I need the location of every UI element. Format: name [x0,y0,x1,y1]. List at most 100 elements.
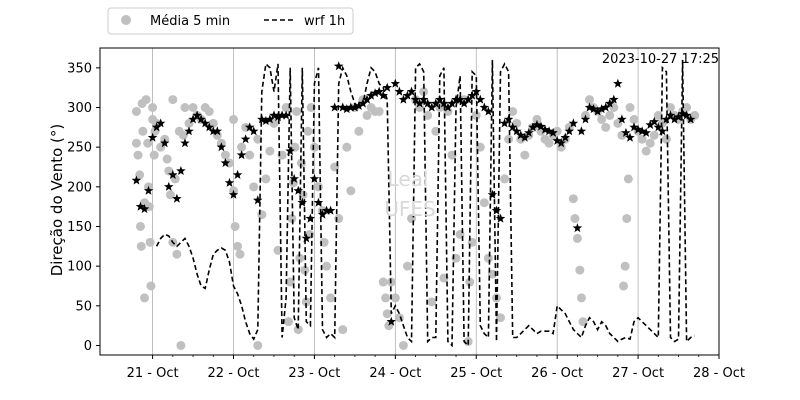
timestamp-label: 2023-10-27 17:25 [602,52,719,67]
star-marker-hourly [467,90,477,100]
scatter-point-media-5min [220,150,230,160]
star-marker-hourly [491,205,502,215]
star-marker-hourly [390,78,401,88]
star-marker-hourly [475,94,486,104]
star-marker-hourly [244,122,255,132]
star-marker-hourly [483,106,494,116]
scatter-point-media-5min [374,106,384,116]
legend-label-wrf: wrf 1h [304,14,345,29]
star-marker-hourly [455,94,465,104]
star-marker-hourly [160,138,170,148]
scatter-point-media-5min [625,102,635,112]
star-marker-hourly [394,86,405,96]
star-marker-hourly [366,90,376,100]
scatter-point-media-5min [354,126,364,136]
star-marker-hourly [649,116,659,126]
star-marker-hourly [192,110,202,120]
star-marker-hourly [378,90,388,100]
star-marker-hourly [362,94,372,104]
scatter-point-media-5min [146,281,156,291]
scatter-point-media-5min [402,261,412,271]
x-tick-label: 24 - Oct [369,366,421,381]
series-line-wrf-1h [155,59,695,348]
scatter-point-media-5min [620,261,630,271]
scatter-point-media-5min [512,118,522,128]
scatter-point-media-5min [235,249,245,259]
star-marker-hourly [180,138,190,148]
star-marker-hourly [374,86,384,96]
scatter-point-media-5min [570,214,580,224]
star-marker-hourly [495,213,506,223]
y-tick-label: 200 [67,180,92,195]
star-marker-hourly [285,146,295,156]
scatter-point-media-5min [362,110,372,120]
scatter-point-media-5min [641,146,651,156]
star-marker-hourly [346,102,356,112]
star-marker-hourly [176,166,186,175]
star-marker-hourly [633,124,643,134]
star-marker-hourly [208,126,218,136]
scatter-point-media-5min [500,174,510,184]
star-marker-hourly [544,126,554,136]
scatter-point-media-5min [281,102,291,112]
scatter-point-media-5min [253,340,263,350]
star-marker-hourly [398,94,409,104]
x-tick-label: 21 - Oct [127,366,179,381]
scatter-point-media-5min [136,241,146,251]
x-tick-label: 27 - Oct [612,366,664,381]
scatter-point-media-5min [496,313,506,323]
watermark-line-2: UFES [384,197,435,221]
scatter-point-media-5min [619,281,629,291]
scatter-point-media-5min [295,253,305,263]
scatter-point-media-5min [465,277,475,287]
scatter-point-media-5min [326,293,336,303]
scatter-point-media-5min [141,95,151,105]
star-marker-hourly [139,204,150,214]
star-marker-hourly [609,94,619,104]
star-marker-hourly [382,82,392,92]
scatter-point-media-5min [229,114,239,124]
scatter-point-media-5min [381,293,391,303]
scatter-point-media-5min [135,221,145,231]
scatter-point-media-5min [338,325,348,335]
star-marker-hourly [524,127,534,137]
star-marker-hourly [342,104,352,114]
star-marker-hourly [463,94,473,104]
scatter-point-media-5min [637,134,647,144]
scatter-point-media-5min [168,95,178,105]
scatter-point-media-5min [419,87,429,97]
scatter-point-media-5min [284,317,294,327]
scatter-point-media-5min [378,277,388,287]
star-marker-hourly [507,122,518,132]
star-marker-hourly [479,102,490,112]
scatter-point-media-5min [471,110,481,120]
star-marker-hourly [354,100,364,110]
star-marker-hourly [232,169,243,179]
scatter-point-media-5min [653,110,663,120]
star-marker-hourly [297,197,307,207]
star-marker-hourly [499,118,510,128]
scatter-point-media-5min [265,146,275,156]
star-marker-hourly [540,124,550,134]
star-marker-hourly [605,98,615,108]
x-tick-label: 22 - Oct [208,366,260,381]
star-marker-hourly [200,118,210,128]
star-marker-hourly [257,114,267,124]
x-tick-label: 26 - Oct [531,366,583,381]
y-tick-label: 100 [67,260,92,275]
star-marker-hourly [253,195,263,205]
star-marker-hourly [289,173,299,183]
star-marker-hourly [386,316,396,326]
star-marker-hourly [556,138,566,148]
star-marker-hourly [338,102,348,112]
scatter-point-media-5min [237,142,247,152]
star-marker-hourly [265,114,275,124]
scatter-point-media-5min [233,241,243,251]
scatter-point-media-5min [133,150,143,160]
star-marker-hourly [143,185,154,195]
scatter-point-media-5min [287,214,297,224]
scatter-point-media-5min [253,134,263,144]
scatter-point-media-5min [346,186,356,196]
star-marker-hourly [613,78,623,88]
star-marker-hourly [681,110,692,120]
